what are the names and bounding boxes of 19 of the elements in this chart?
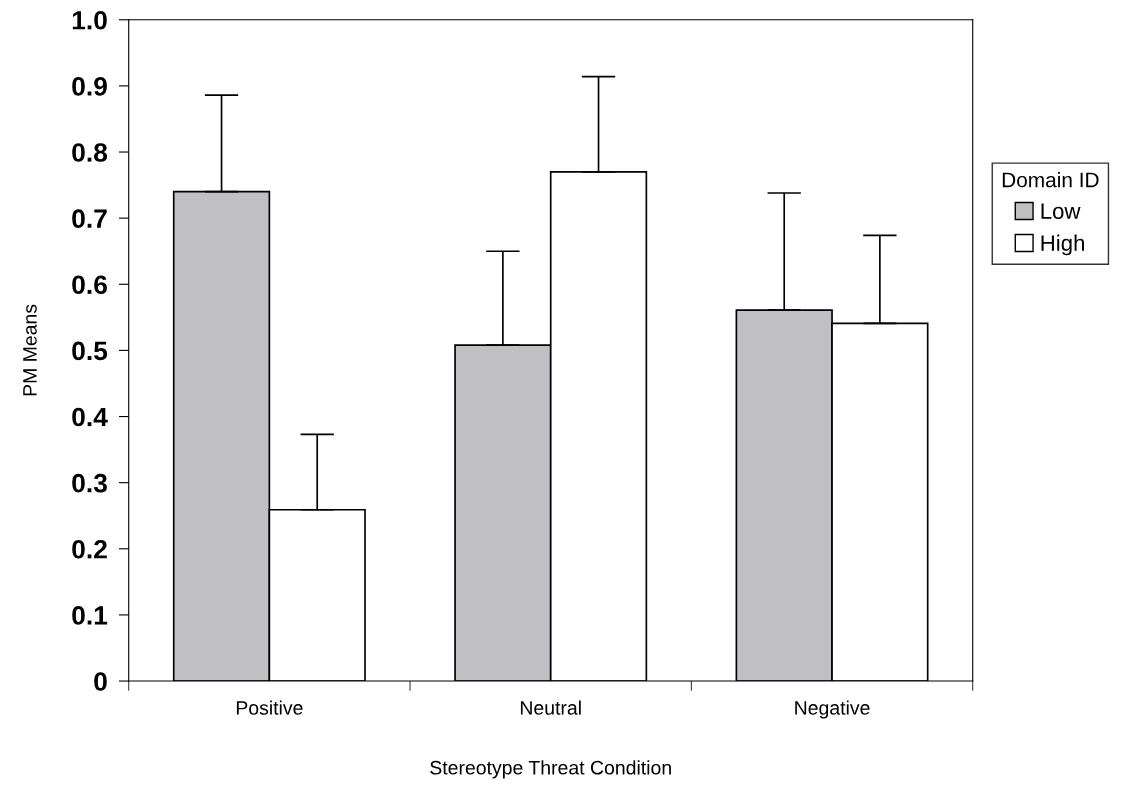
y-tick-label: 0.2 [72,539,107,559]
y-tick-label: 0.3 [72,473,107,493]
legend-title: Domain ID [1002,172,1099,188]
x-tick-label: Neutral [520,700,581,715]
y-tick-label: 0 [94,672,107,691]
x-tick-label: Positive [236,700,303,715]
y-tick-label: 0.4 [72,407,108,427]
y-tick-label: 1.0 [72,10,107,30]
y-axis-title: PM Means [23,304,37,396]
x-tick-label: Negative [795,700,870,719]
x-axis-title: Stereotype Threat Condition [430,760,671,779]
y-tick-label: 0.7 [72,209,107,228]
y-tick-label: 0.8 [72,143,108,162]
legend-label: High [1041,234,1084,256]
y-tick-label: 0.6 [72,275,107,295]
y-tick-label: 0.5 [72,341,108,361]
legend-label: Low [1041,203,1081,219]
y-tick-label: 0.9 [72,77,107,96]
y-tick-label: 0.1 [72,606,108,625]
